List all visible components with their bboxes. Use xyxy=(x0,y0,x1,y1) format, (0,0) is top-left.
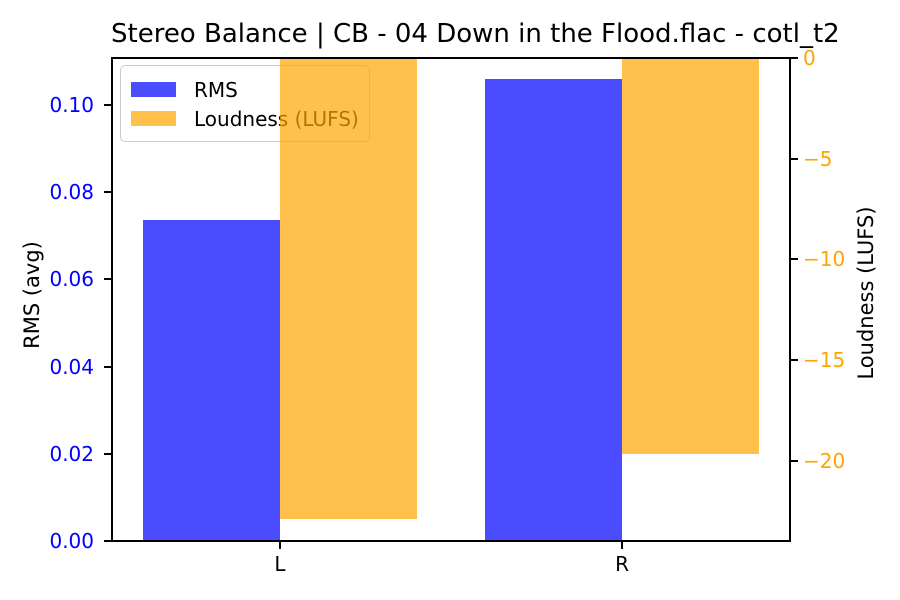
left-axis-tick-label: 0.06 xyxy=(49,267,94,292)
x-axis-tick xyxy=(278,542,281,549)
bar-loudness-lufs-l xyxy=(279,59,417,519)
right-axis-tick xyxy=(790,57,798,59)
left-axis-tick xyxy=(104,191,112,194)
right-axis-tick-label: 0 xyxy=(803,46,816,70)
left-axis-tick-label: 0.04 xyxy=(49,354,94,379)
left-axis-tick-label: 0.02 xyxy=(49,441,94,466)
left-axis-tick xyxy=(104,104,112,107)
legend-item-rms: RMS xyxy=(121,75,369,104)
left-axis-tick-label: 0.10 xyxy=(49,93,94,118)
x-axis-tick xyxy=(621,542,624,549)
bar-rms-l xyxy=(143,219,280,540)
x-axis-tick-label-r: R xyxy=(615,552,629,576)
legend-label-rms: RMS xyxy=(194,77,238,102)
left-axis-tick xyxy=(104,540,112,542)
right-axis-tick xyxy=(790,459,798,462)
legend-swatch-rms xyxy=(131,82,176,97)
bar-loudness-lufs-r xyxy=(622,59,759,455)
bar-rms-r xyxy=(485,79,623,540)
right-axis-label: Loudness (LUFS) xyxy=(854,206,878,380)
left-axis-tick xyxy=(104,278,112,281)
left-axis-tick-label: 0.08 xyxy=(49,180,94,205)
right-axis-tick xyxy=(790,157,798,160)
left-axis-tick xyxy=(104,452,112,455)
right-axis-tick-label: −10 xyxy=(803,247,846,272)
right-axis-tick xyxy=(790,358,798,361)
chart-title: Stereo Balance | CB - 04 Down in the Flo… xyxy=(111,19,840,49)
right-axis-tick xyxy=(790,258,798,261)
right-axis-tick-label: −20 xyxy=(803,448,846,473)
right-axis-tick-label: −5 xyxy=(803,146,833,171)
left-axis-tick xyxy=(104,365,112,368)
left-axis-label: RMS (avg) xyxy=(20,241,44,349)
left-axis-tick-label: 0.00 xyxy=(49,529,94,553)
right-axis-tick-label: −15 xyxy=(803,347,846,372)
x-axis-tick-label-l: L xyxy=(274,552,286,576)
legend-swatch-loudness-lufs xyxy=(131,111,176,126)
